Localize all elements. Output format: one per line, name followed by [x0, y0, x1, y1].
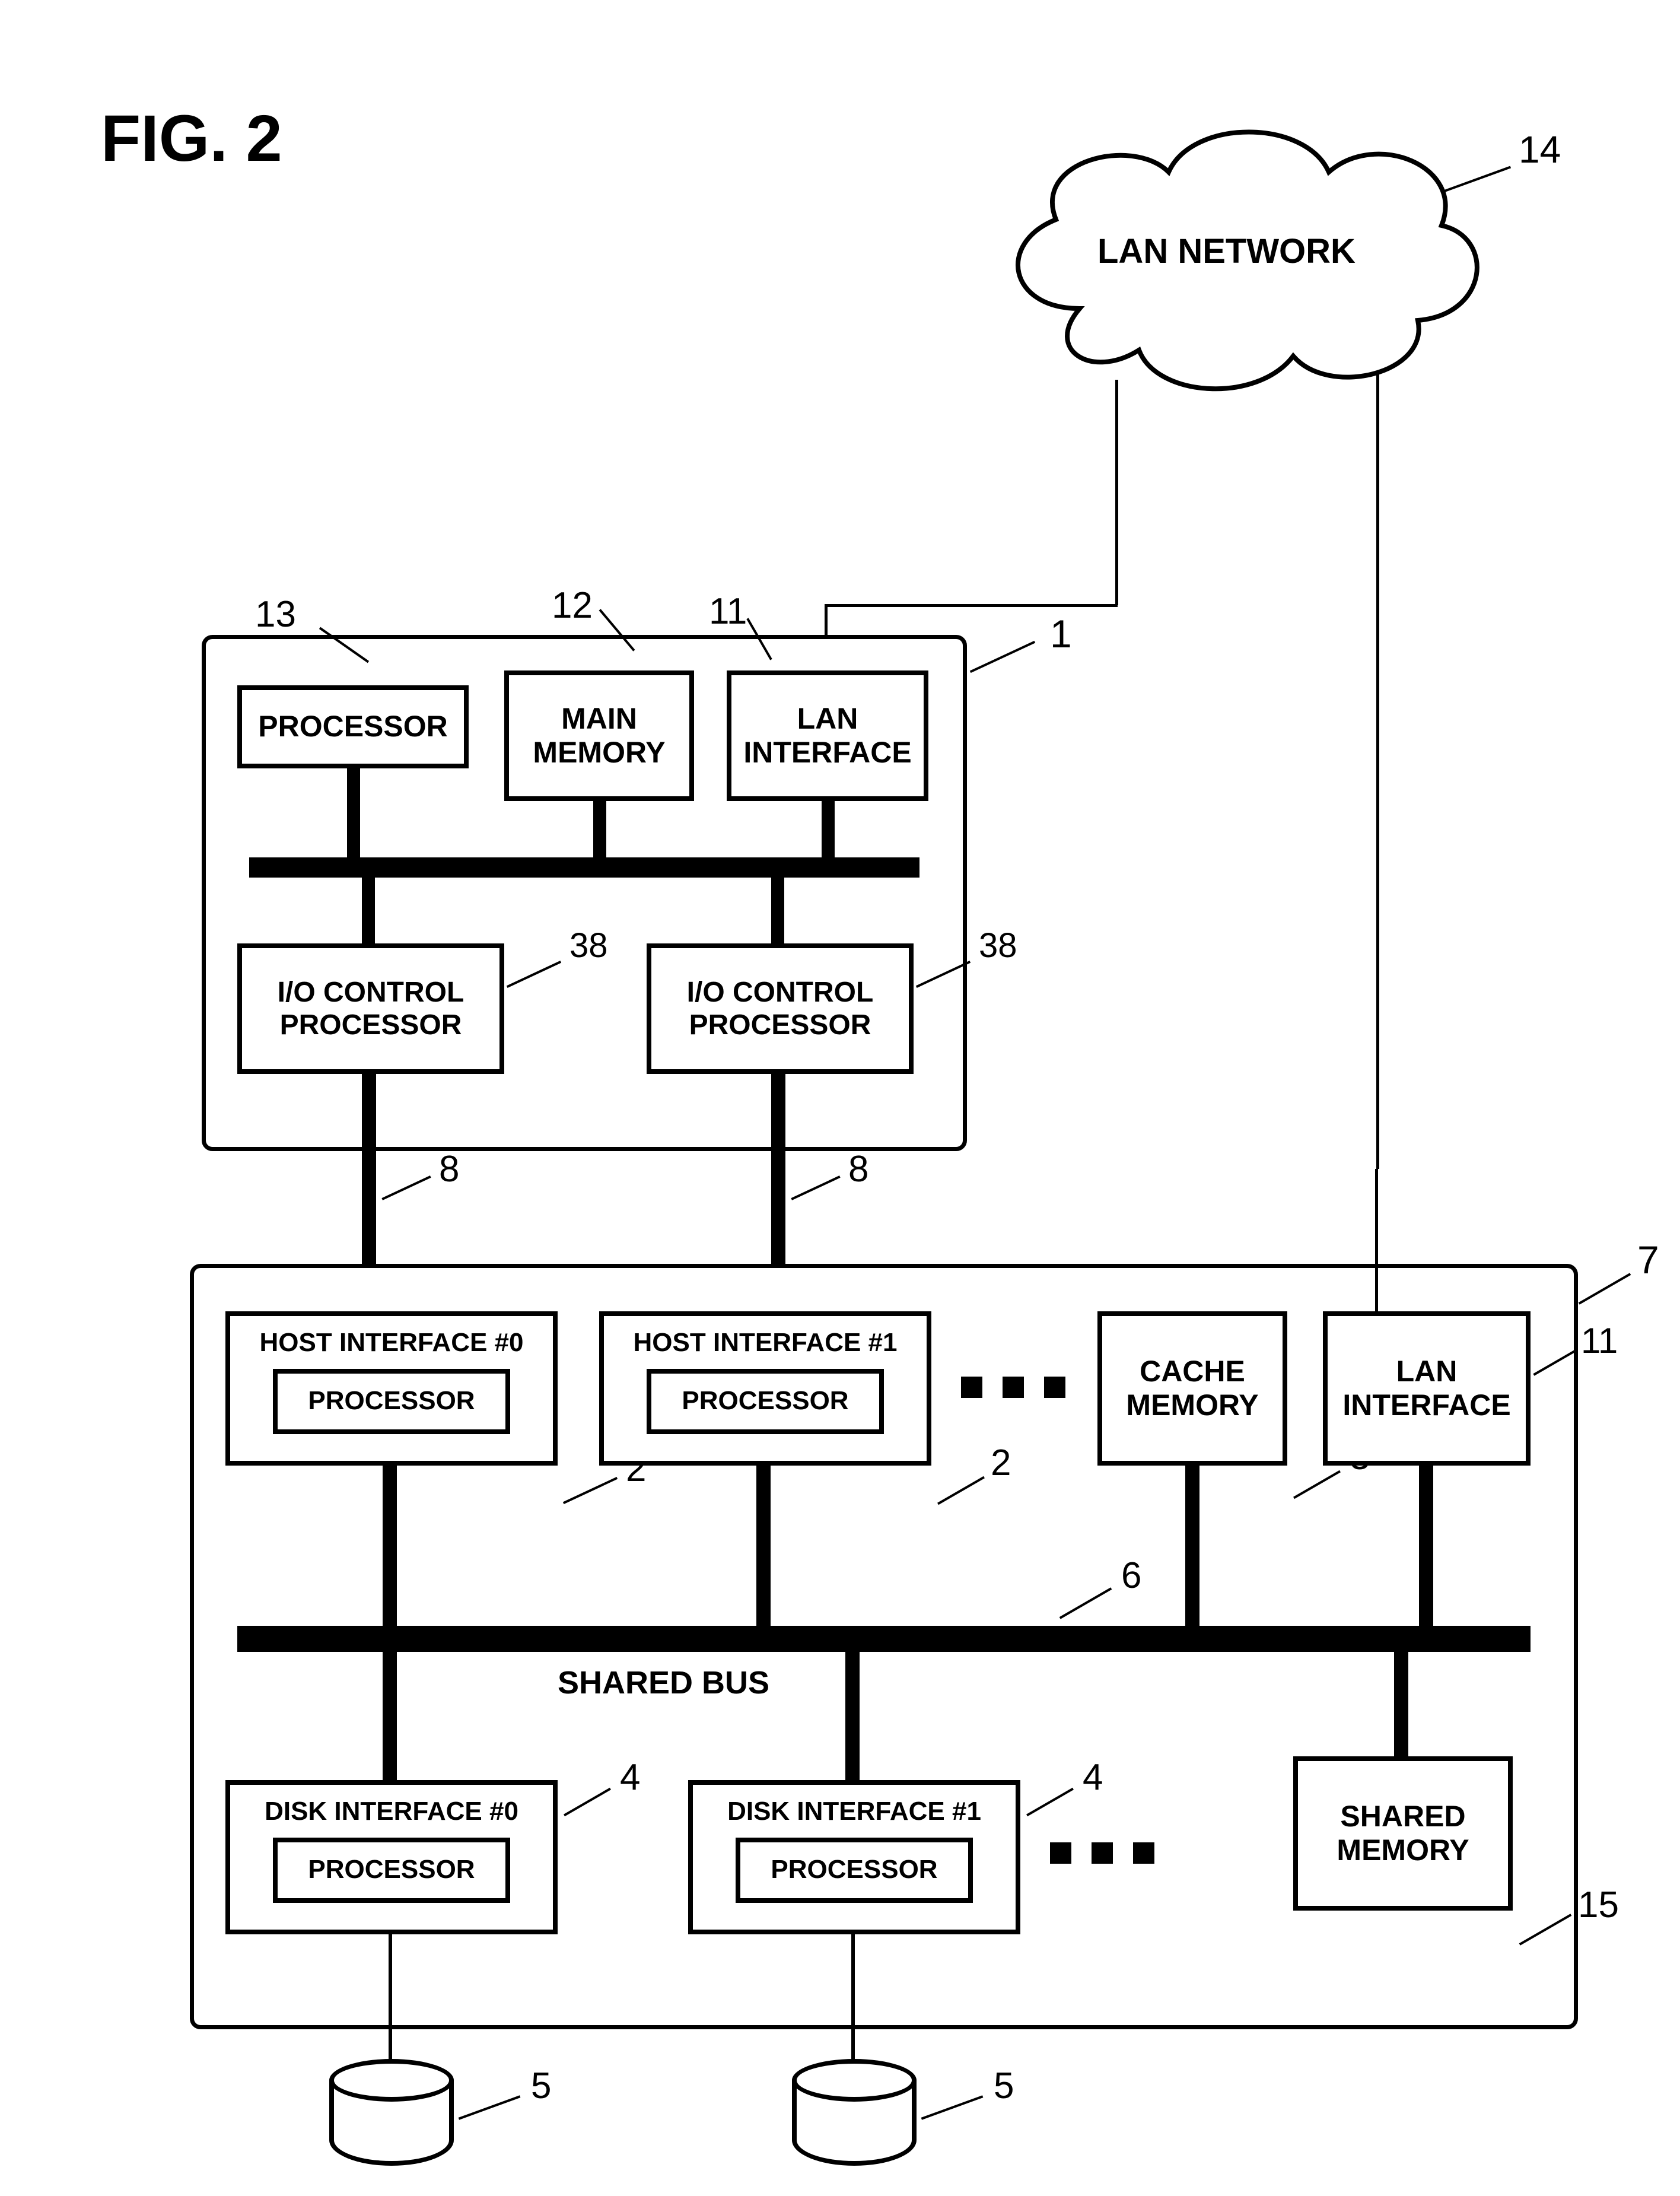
- ellipsis-dot: [1133, 1842, 1154, 1864]
- host-if1-processor: PROCESSOR: [647, 1369, 884, 1434]
- host-lan-interface-box: LAN INTERFACE: [727, 670, 928, 801]
- io-control-1-box: I/O CONTROL PROCESSOR: [647, 943, 914, 1074]
- connector: [825, 604, 1118, 607]
- diagram-canvas: FIG. 2 LAN NETWORK 14 1 PROCESSOR 13 MAI…: [0, 0, 1680, 2196]
- ellipsis-dot: [1092, 1842, 1113, 1864]
- ref-11-storage: 11: [1581, 1320, 1618, 1361]
- cloud-label: LAN NETWORK: [1097, 231, 1356, 271]
- ref-7: 7: [1637, 1237, 1659, 1282]
- disk-if0-label: DISK INTERFACE #0: [265, 1797, 518, 1827]
- disk-interface-1-box: DISK INTERFACE #1 PROCESSOR: [688, 1780, 1020, 1934]
- shared-bus-label: SHARED BUS: [558, 1664, 769, 1701]
- cache-memory-box: CACHE MEMORY: [1097, 1311, 1287, 1466]
- leader-line: [921, 2095, 984, 2119]
- ellipsis-dot: [961, 1377, 982, 1398]
- ref-38-a: 38: [569, 926, 608, 965]
- ref-1: 1: [1050, 611, 1072, 656]
- processor-box: PROCESSOR: [237, 685, 469, 768]
- leader-line: [381, 1175, 431, 1200]
- host-interface-0-box: HOST INTERFACE #0 PROCESSOR: [225, 1311, 558, 1466]
- ref-38-b: 38: [979, 926, 1017, 965]
- ref-8-b: 8: [848, 1148, 868, 1190]
- shared-memory-box: SHARED MEMORY: [1293, 1756, 1513, 1911]
- ref-5-b: 5: [994, 2065, 1014, 2107]
- disk-icon: [792, 2059, 917, 2166]
- connector: [1115, 380, 1118, 605]
- connector: [822, 801, 835, 860]
- disk-if1-processor: PROCESSOR: [736, 1838, 973, 1903]
- connector: [1375, 1169, 1378, 1311]
- ref-11-host: 11: [709, 590, 747, 633]
- connector: [771, 877, 784, 945]
- host-if0-processor: PROCESSOR: [273, 1369, 510, 1434]
- io-control-0-box: I/O CONTROL PROCESSOR: [237, 943, 504, 1074]
- ref-14: 14: [1519, 128, 1561, 171]
- leader-line: [970, 641, 1035, 673]
- leader-line: [1579, 1273, 1631, 1304]
- figure-title: FIG. 2: [101, 101, 282, 176]
- connector: [383, 1466, 397, 1629]
- connector: [756, 1466, 771, 1629]
- disk-interface-0-box: DISK INTERFACE #0 PROCESSOR: [225, 1780, 558, 1934]
- connector: [1419, 1466, 1433, 1629]
- ref-2-b: 2: [991, 1442, 1011, 1484]
- ref-4-a: 4: [620, 1756, 640, 1798]
- ellipsis-dot: [1003, 1377, 1024, 1398]
- connector: [389, 1934, 392, 2071]
- ref-12: 12: [552, 584, 593, 627]
- connector: [845, 1652, 860, 1782]
- host-bus: [249, 857, 919, 878]
- ref-4-b: 4: [1083, 1756, 1103, 1798]
- ref-6: 6: [1121, 1555, 1141, 1597]
- connector: [851, 1934, 855, 2071]
- connector: [383, 1652, 397, 1782]
- ref-8-a: 8: [439, 1148, 459, 1190]
- ellipsis-dot: [1044, 1377, 1065, 1398]
- leader-line: [791, 1175, 840, 1200]
- connector: [362, 877, 375, 945]
- shared-bus: [237, 1626, 1531, 1652]
- connector: [347, 768, 360, 860]
- connector: [1376, 374, 1379, 1169]
- ref-13: 13: [255, 593, 296, 635]
- connector: [593, 801, 606, 860]
- disk-icon: [329, 2059, 454, 2166]
- connector: [1394, 1652, 1408, 1759]
- ref-15: 15: [1578, 1884, 1619, 1926]
- host-if1-label: HOST INTERFACE #1: [634, 1328, 898, 1358]
- ellipsis-dot: [1050, 1842, 1071, 1864]
- disk-if0-processor: PROCESSOR: [273, 1838, 510, 1903]
- storage-lan-interface-box: LAN INTERFACE: [1323, 1311, 1531, 1466]
- disk-if1-label: DISK INTERFACE #1: [727, 1797, 981, 1827]
- host-if0-label: HOST INTERFACE #0: [260, 1328, 524, 1358]
- main-memory-box: MAIN MEMORY: [504, 670, 694, 801]
- leader-line: [459, 2095, 521, 2119]
- ref-5-a: 5: [531, 2065, 551, 2107]
- host-interface-1-box: HOST INTERFACE #1 PROCESSOR: [599, 1311, 931, 1466]
- connector: [1185, 1466, 1199, 1629]
